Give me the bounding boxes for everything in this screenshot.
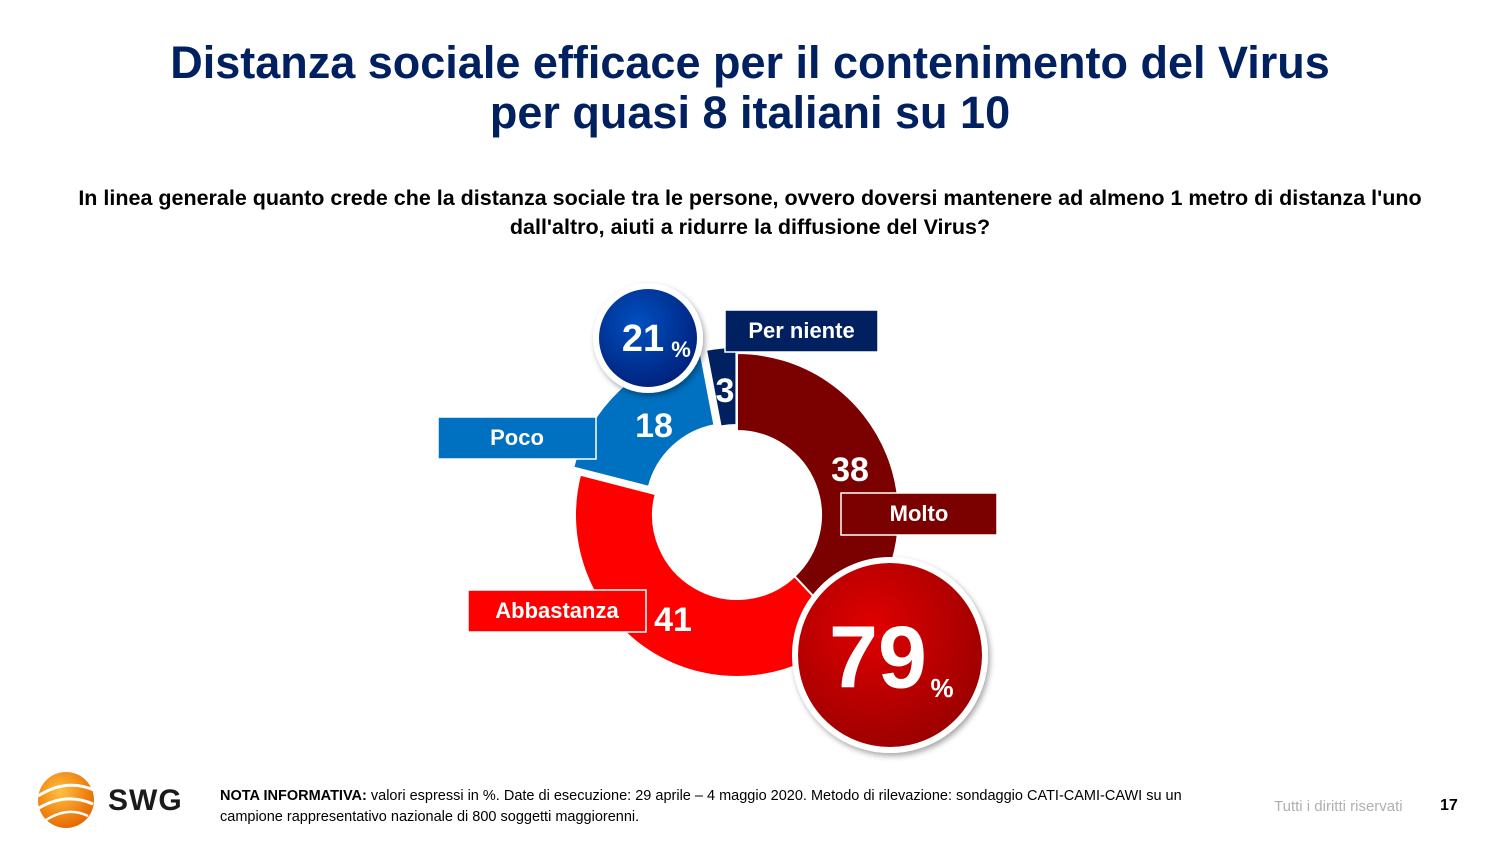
footnote-label: NOTA INFORMATIVA: bbox=[220, 788, 367, 804]
slice-value-label: 18 bbox=[635, 407, 673, 445]
category-label: Abbastanza bbox=[495, 598, 619, 623]
summary-bubble bbox=[599, 289, 697, 387]
category-box bbox=[467, 589, 647, 633]
rights-notice: Tutti i diritti riservati bbox=[1274, 798, 1403, 815]
globe-icon bbox=[37, 772, 95, 828]
slice-value-label: 3 bbox=[716, 372, 735, 410]
donut-slice-per-niente bbox=[704, 346, 738, 428]
summary-unit: % bbox=[671, 337, 691, 362]
footnote-text: valori espressi in %. Date di esecuzione… bbox=[220, 788, 1182, 825]
category-label: Molto bbox=[890, 501, 949, 526]
slice-value-label: 41 bbox=[654, 601, 692, 639]
page-number: 17 bbox=[1440, 797, 1458, 814]
logo-text: SWG bbox=[108, 784, 183, 817]
summary-value: 21 bbox=[622, 318, 664, 360]
page-title: Distanza sociale efficace per il conteni… bbox=[0, 38, 1500, 138]
survey-question: In linea generale quanto crede che la di… bbox=[78, 186, 1422, 239]
title-line-2: per quasi 8 italiani su 10 bbox=[489, 87, 1011, 138]
footnote: NOTA INFORMATIVA: valori espressi in %. … bbox=[220, 786, 1220, 828]
category-label: Poco bbox=[490, 425, 544, 450]
summary-value: 79 bbox=[829, 607, 927, 706]
category-label: Per niente bbox=[748, 318, 854, 343]
category-box bbox=[724, 309, 879, 353]
summary-unit: % bbox=[930, 673, 953, 703]
title-line-1: Distanza sociale efficace per il conteni… bbox=[170, 37, 1330, 88]
category-box bbox=[437, 416, 597, 460]
swg-logo bbox=[30, 768, 200, 832]
summary-bubble bbox=[798, 563, 982, 747]
category-box bbox=[840, 492, 998, 536]
slice-value-label: 38 bbox=[831, 451, 869, 489]
